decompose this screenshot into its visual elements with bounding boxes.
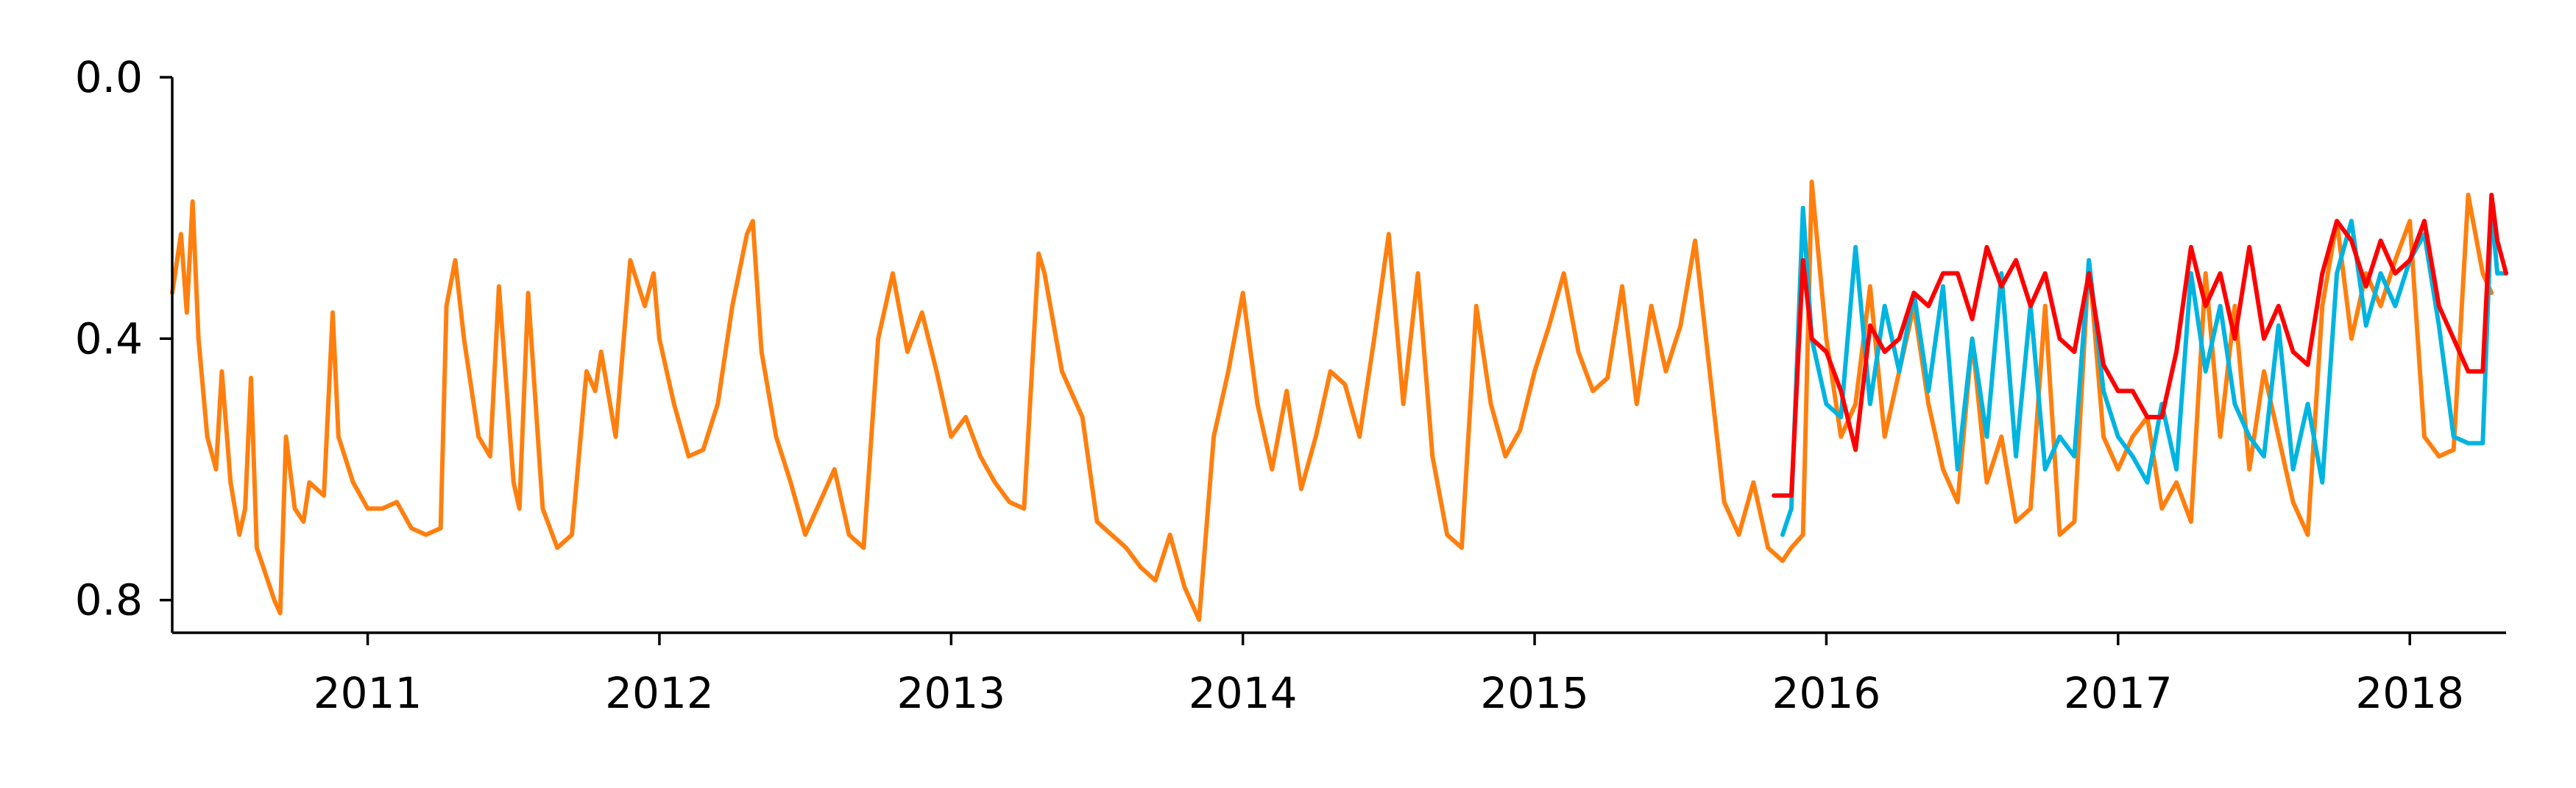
x-tick-label: 2017 xyxy=(2064,668,2173,718)
blue-series xyxy=(1780,205,2508,537)
series-layer xyxy=(170,180,2508,622)
ticks-layer: 2011 2012 2013 2014 2015 2016 2017 2018 0.0 0.4 0.… xyxy=(75,52,2464,718)
x-tick-label: 2015 xyxy=(1480,668,1589,718)
x-tick-label: 2018 xyxy=(2355,668,2464,718)
orange-series xyxy=(170,180,2494,622)
y-tick-label: 0.4 xyxy=(75,313,143,363)
blue-series-line xyxy=(1780,205,2508,537)
y-tick-label: 0.8 xyxy=(75,575,143,625)
red-series xyxy=(1772,192,2508,498)
y-tick-label: 0.0 xyxy=(75,52,143,102)
x-tick-label: 2014 xyxy=(1189,668,1298,718)
x-tick-label: 2011 xyxy=(314,668,422,718)
red-series-line xyxy=(1772,192,2508,498)
x-tick-label: 2016 xyxy=(1772,668,1881,718)
x-tick-label: 2013 xyxy=(897,668,1006,718)
orange-series-line xyxy=(170,180,2494,622)
x-tick-label: 2012 xyxy=(605,668,714,718)
